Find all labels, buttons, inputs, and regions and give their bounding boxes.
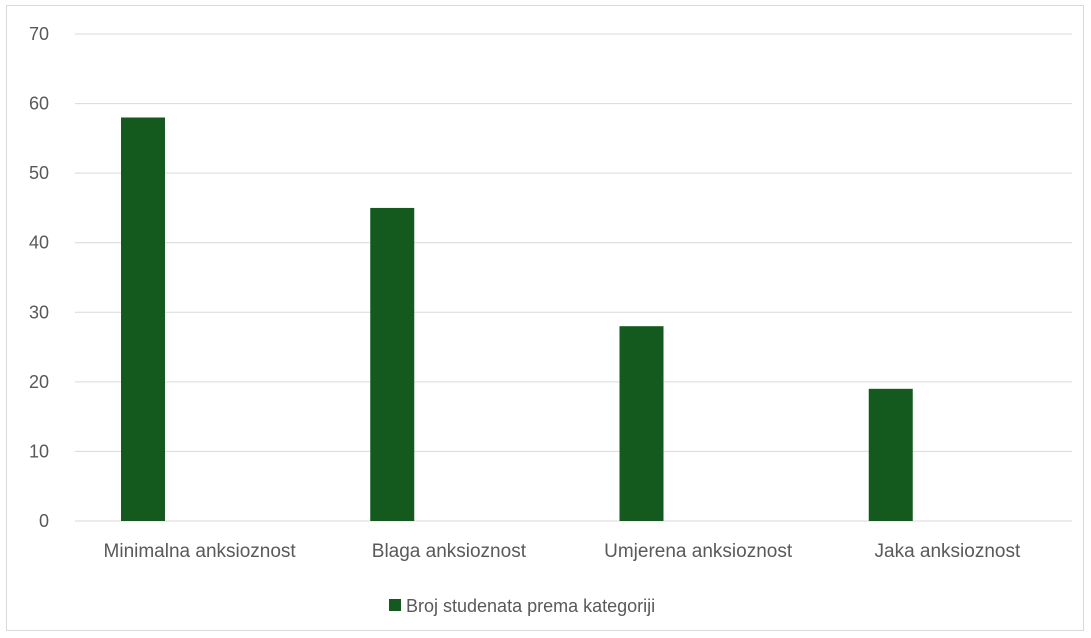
y-tick-label: 50 — [29, 163, 49, 183]
bar-3 — [619, 326, 664, 521]
y-tick-label: 60 — [29, 94, 49, 114]
x-axis-category-labels: Minimalna anksioznost Blaga anksioznost Um… — [104, 541, 1021, 562]
x-category-label: Umjerena anksioznost — [604, 541, 793, 562]
bar-4 — [868, 388, 913, 521]
bars — [121, 117, 913, 521]
chart-frame — [6, 5, 1084, 631]
legend-swatch — [389, 599, 401, 611]
y-tick-label: 10 — [29, 441, 49, 461]
bar-2 — [370, 207, 415, 521]
legend-label: Broj studenata prema kategoriji — [406, 596, 655, 616]
x-category-label: Minimalna anksioznost — [104, 541, 297, 562]
gridlines — [75, 33, 1072, 522]
x-category-label: Jaka anksioznost — [875, 541, 1021, 562]
x-category-label: Blaga anksioznost — [372, 541, 527, 562]
y-tick-label: 40 — [29, 233, 49, 253]
y-tick-label: 30 — [29, 302, 49, 322]
y-tick-label: 70 — [29, 24, 49, 44]
y-tick-label: 20 — [29, 372, 49, 392]
y-axis-tick-labels: 0 10 20 30 40 50 60 70 — [29, 24, 49, 531]
legend: Broj studenata prema kategoriji — [389, 596, 655, 616]
y-tick-label: 0 — [39, 511, 49, 531]
bar-1 — [121, 117, 165, 521]
